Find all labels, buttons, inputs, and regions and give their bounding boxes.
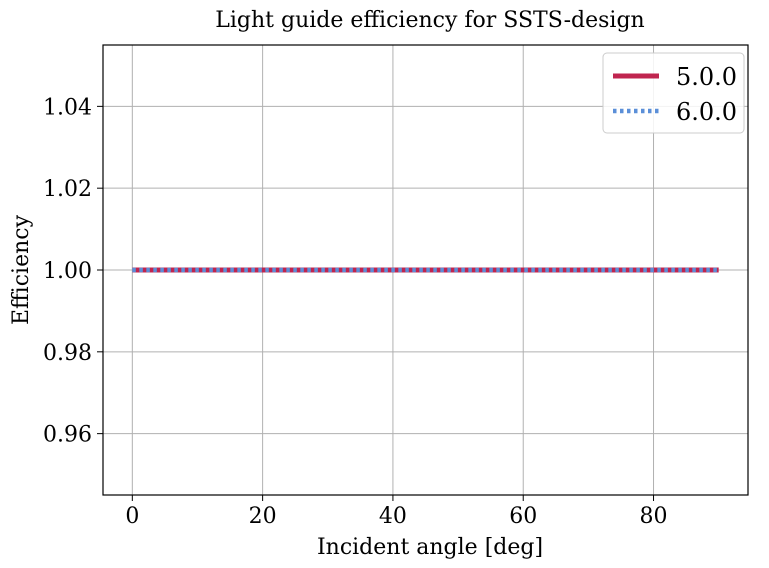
x-tick-label: 80 bbox=[640, 504, 668, 529]
x-tick-label: 20 bbox=[249, 504, 277, 529]
y-tick-label: 1.04 bbox=[43, 95, 92, 120]
y-tick-label: 1.00 bbox=[43, 259, 92, 284]
x-tick-label: 40 bbox=[379, 504, 407, 529]
y-tick-label: 0.96 bbox=[43, 423, 92, 448]
x-tick-label: 60 bbox=[509, 504, 537, 529]
tick-layer: 0 20 40 60 80 0.96 0.98 1.00 1.02 1.04 bbox=[43, 95, 668, 529]
y-tick-label: 1.02 bbox=[43, 177, 92, 202]
legend: 5.0.0 6.0.0 bbox=[602, 52, 745, 134]
x-axis-label: Incident angle [deg] bbox=[317, 535, 543, 560]
legend-box bbox=[602, 52, 745, 134]
legend-label: 6.0.0 bbox=[676, 98, 737, 126]
y-tick-label: 0.98 bbox=[43, 341, 92, 366]
legend-label: 5.0.0 bbox=[676, 63, 737, 91]
y-axis-label: Efficiency bbox=[9, 214, 34, 325]
chart-title: Light guide efficiency for SSTS-design bbox=[215, 8, 644, 33]
x-tick-label: 0 bbox=[125, 504, 139, 529]
